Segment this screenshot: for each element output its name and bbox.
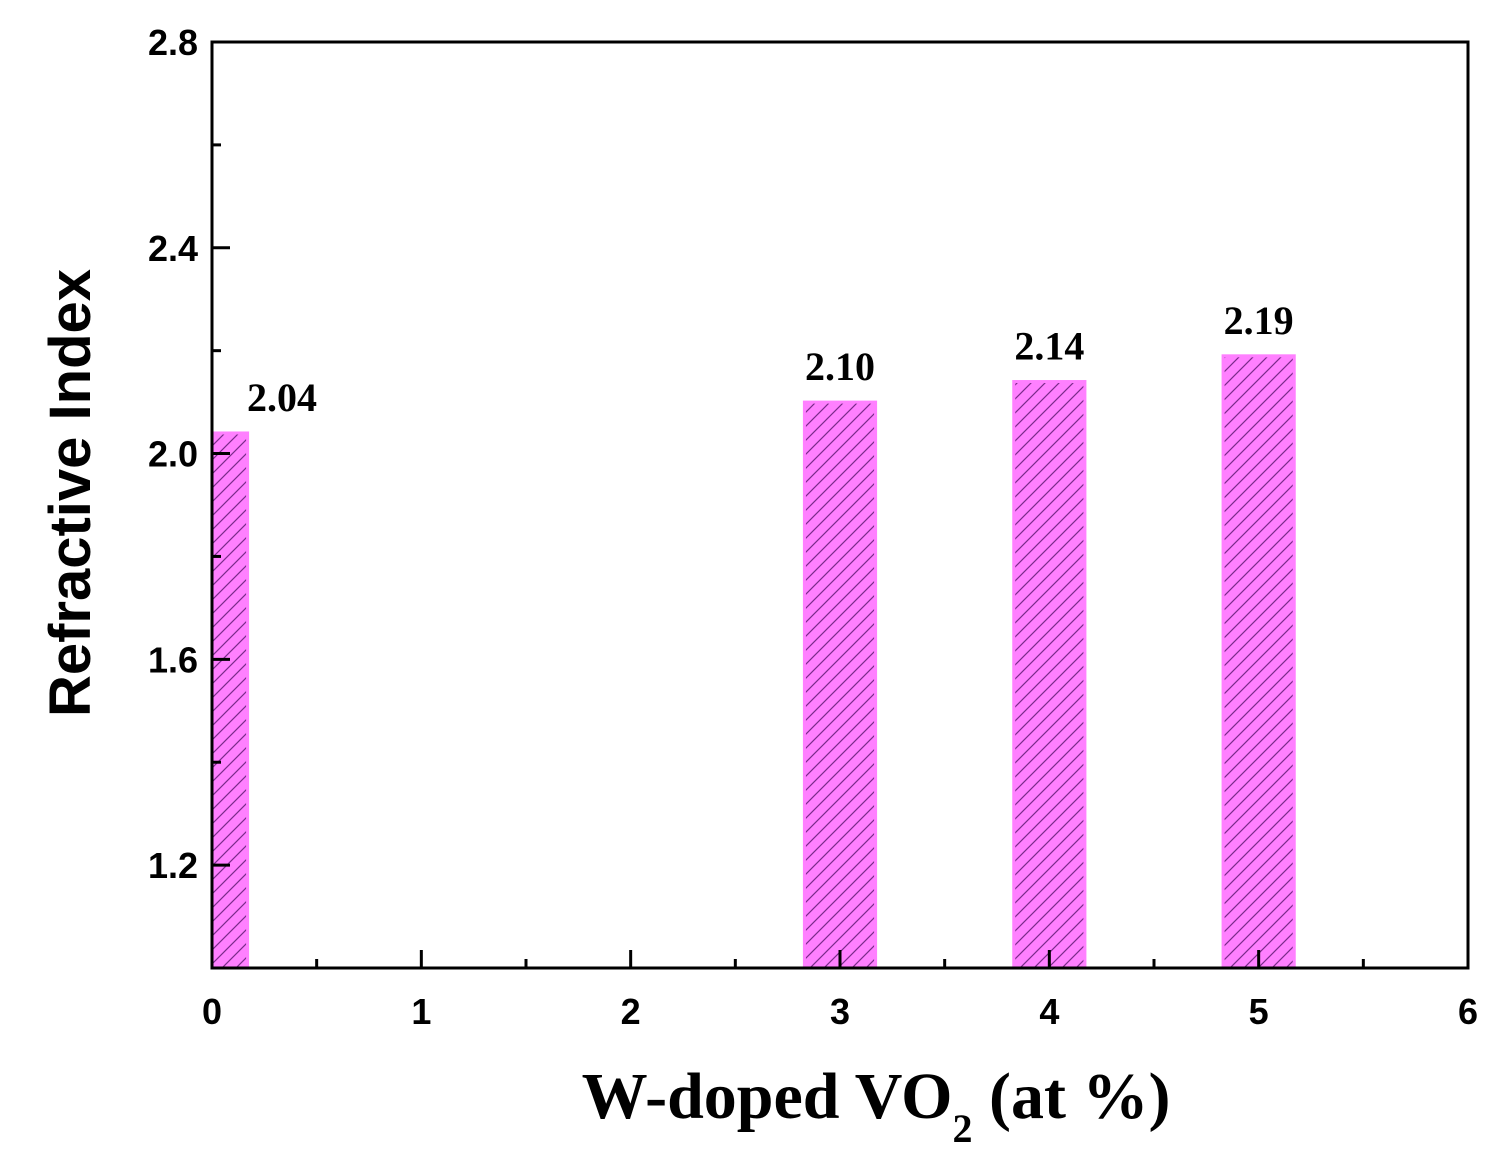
x-axis-label-tail: (at %) [973, 1060, 1171, 1133]
bar [210, 431, 250, 970]
x-tick-label: 3 [830, 991, 850, 1032]
x-axis-label-subscript: 2 [953, 1106, 973, 1151]
x-tick-label: 1 [411, 991, 431, 1032]
y-tick-label: 2.0 [148, 434, 198, 475]
bar-value-label: 2.14 [1014, 324, 1084, 369]
data-labels-group: 2.04 2.10 2.14 2.19 [247, 298, 1294, 420]
y-axis-label: Refractive Index [38, 269, 103, 717]
bar [802, 400, 878, 970]
x-axis: 0 1 2 3 4 5 6 [202, 950, 1478, 1032]
bar-value-label: 2.10 [805, 344, 875, 389]
x-tick-label: 5 [1249, 991, 1269, 1032]
x-axis-label: W-doped VO2 (at %) [582, 1060, 1171, 1151]
y-tick-label: 2.4 [148, 228, 198, 269]
x-tick-label: 6 [1458, 991, 1478, 1032]
y-tick-label: 1.2 [148, 845, 198, 886]
bar [1012, 380, 1087, 970]
y-tick-label: 2.8 [148, 22, 198, 63]
y-axis: 1.2 1.6 2.0 2.4 2.8 [148, 22, 230, 886]
bars-group [210, 354, 1296, 970]
x-axis-label-main: W-doped VO [582, 1060, 953, 1133]
x-tick-label: 2 [621, 991, 641, 1032]
y-tick-label: 1.6 [148, 639, 198, 680]
bar-value-label: 2.19 [1224, 298, 1294, 343]
x-tick-label: 4 [1039, 991, 1059, 1032]
bar-value-label: 2.04 [247, 375, 317, 420]
bar [1221, 354, 1296, 970]
x-tick-label: 0 [202, 991, 222, 1032]
